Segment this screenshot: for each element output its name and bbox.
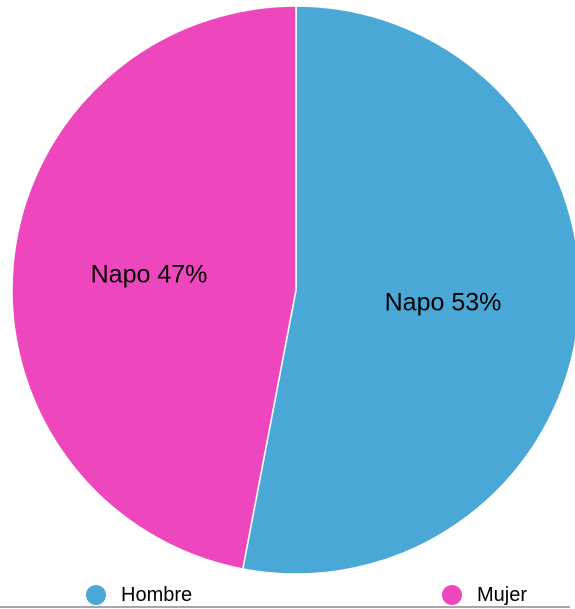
- pie-slice-labels: Napo 53% Napo 47%: [91, 261, 502, 317]
- legend-item-hombre[interactable]: Hombre: [86, 583, 192, 607]
- bottom-divider: [0, 606, 570, 608]
- slice-label-hombre: Napo 53%: [385, 289, 502, 317]
- chart-legend: Hombre Mujer: [0, 581, 575, 609]
- pie-slice-mujer[interactable]: [11, 5, 297, 570]
- legend-label-hombre: Hombre: [121, 584, 193, 606]
- legend-label-mujer: Mujer: [477, 584, 528, 606]
- legend-item-mujer[interactable]: Mujer: [442, 583, 527, 607]
- slice-label-mujer: Napo 47%: [91, 261, 208, 289]
- legend-swatch-mujer: [442, 585, 462, 605]
- legend-swatch-hombre: [86, 585, 106, 605]
- pie-slice-hombre[interactable]: [241, 5, 575, 575]
- pie-slices: [11, 5, 575, 575]
